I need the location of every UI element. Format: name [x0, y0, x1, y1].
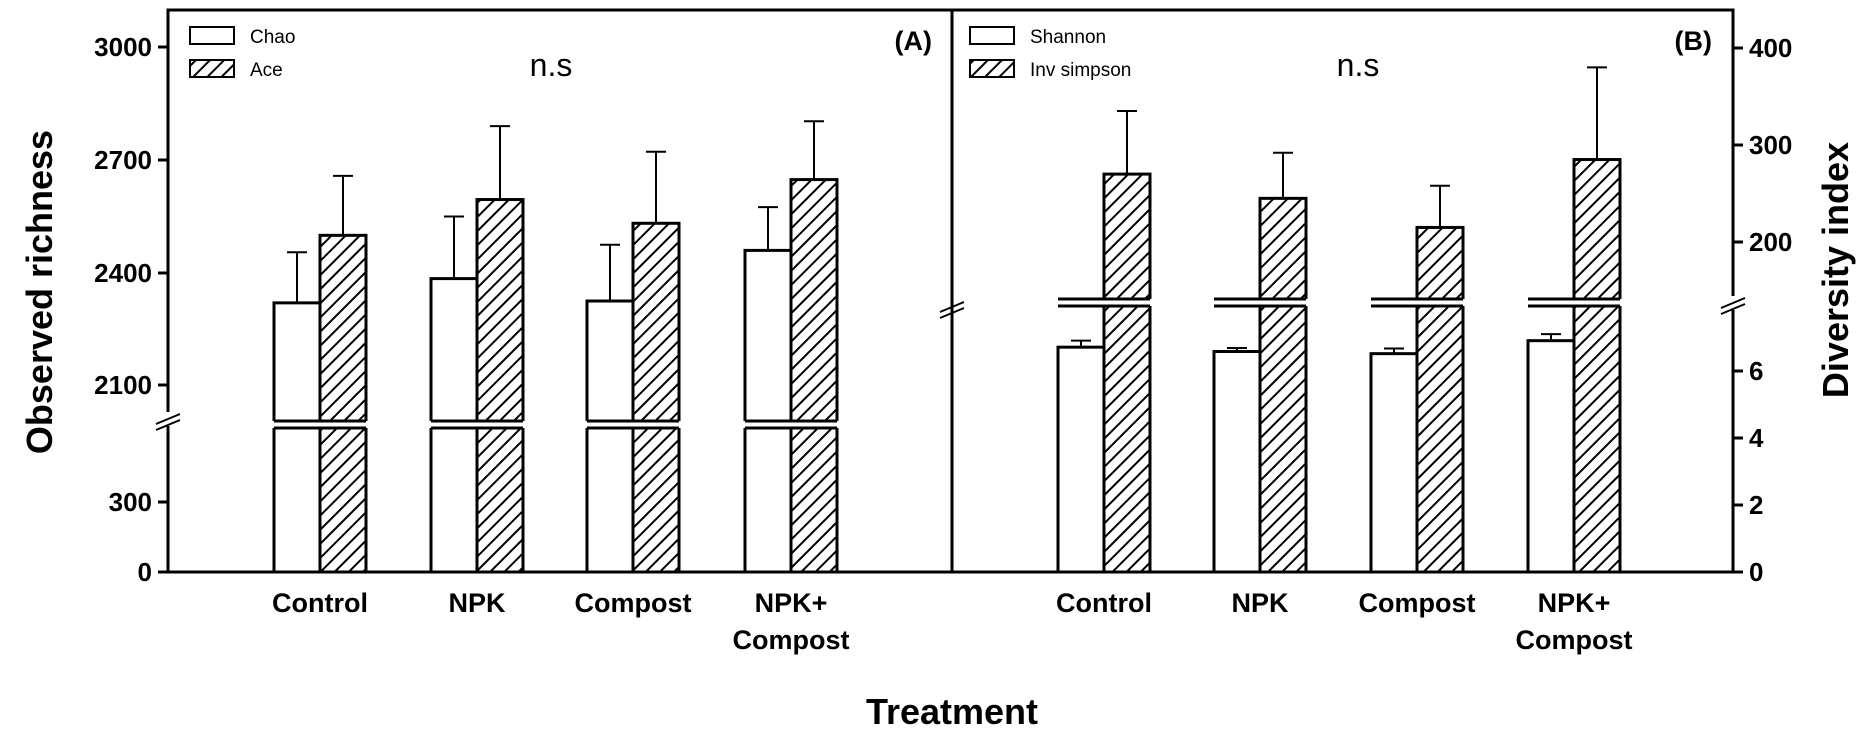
y-tick-label-right: 2: [1749, 490, 1763, 520]
right-axis-break-mark: [1720, 297, 1746, 309]
panel-a-bar-ace: [475, 198, 525, 574]
panel-b-category-label: NPK: [1231, 588, 1289, 618]
panel-b-category-label: NPK+: [1538, 588, 1611, 618]
y-tick-label-left: 0: [138, 557, 152, 587]
right-axis-break-mark: [1720, 303, 1746, 315]
panel-a-label: (A): [895, 26, 932, 56]
y-tick-label-left: 300: [109, 487, 152, 517]
panel-b-category-label: Control: [1056, 588, 1152, 618]
panel-a-legend-label: Chao: [250, 27, 295, 48]
mid-axis-break-mark: [939, 301, 965, 313]
panel-a-legend-swatch-open: [189, 26, 235, 45]
panel-a-bar-chao: [272, 301, 322, 574]
panel-a-bar-ace: [631, 221, 681, 574]
panel-a-legend-label: Ace: [250, 60, 283, 81]
panel-a-category-label: Compost: [575, 588, 692, 618]
left-axis-break-mark: [155, 419, 181, 431]
panel-a-legend-swatch-hatched: [189, 59, 235, 78]
panel-a-category-label: Compost: [733, 625, 850, 655]
panel-b-category-label: Compost: [1359, 588, 1476, 618]
panel-b-significance: n.s: [1337, 47, 1380, 83]
panel-b-bar-shannon: [1212, 350, 1262, 574]
y-tick-label-right: 0: [1749, 557, 1763, 587]
panel-b-bar-inv-simpson: [1102, 172, 1152, 574]
panel-b-bar-shannon: [1369, 352, 1419, 574]
panel-b-bar-inv-simpson: [1415, 225, 1465, 574]
mid-axis-break-mark: [939, 307, 965, 319]
panel-b-label: (B): [1675, 26, 1712, 56]
panel-b-bar-inv-simpson: [1572, 158, 1622, 574]
panel-b-category-label: Compost: [1516, 625, 1633, 655]
y-tick-label-left: 2400: [94, 258, 152, 288]
y-tick-label-right: 300: [1749, 130, 1792, 160]
panel-a-bar-chao: [743, 248, 793, 574]
panel-b-bar-shannon: [1056, 345, 1106, 574]
panel-a-significance: n.s: [530, 47, 573, 83]
panel-b-bar-inv-simpson: [1258, 196, 1308, 574]
panel-a-axis-break-gap: [270, 421, 841, 428]
y-tick-label-right: 400: [1749, 33, 1792, 63]
y-tick-label-left: 3000: [94, 32, 152, 62]
y-tick-label-left: 2100: [94, 370, 152, 400]
panel-a-category-label: NPK+: [755, 588, 828, 618]
y-axis-title-right: Diversity index: [1815, 142, 1856, 398]
y-tick-label-right: 4: [1749, 423, 1764, 453]
panel-b-axis-break-gap: [1054, 299, 1624, 306]
panel-a-bar-ace: [318, 233, 368, 574]
x-axis-title: Treatment: [866, 691, 1038, 732]
left-axis-break-mark: [155, 413, 181, 425]
y-axis-title-left: Observed richness: [19, 130, 60, 454]
y-tick-label-right: 6: [1749, 356, 1763, 386]
panel-b-bar-shannon: [1526, 339, 1576, 574]
panel-b-legend-label: Shannon: [1030, 27, 1106, 48]
y-tick-label-left: 2700: [94, 145, 152, 175]
panel-a-bar-ace: [789, 178, 839, 574]
panel-b-legend-label: Inv simpson: [1030, 60, 1131, 81]
panel-b-legend-swatch-open: [969, 26, 1015, 45]
panel-b-legend-swatch-hatched: [969, 59, 1015, 78]
panel-a-bar-chao: [585, 299, 635, 574]
panel-a-category-label: Control: [272, 588, 368, 618]
y-tick-label-right: 200: [1749, 227, 1792, 257]
panel-a-category-label: NPK: [448, 588, 506, 618]
